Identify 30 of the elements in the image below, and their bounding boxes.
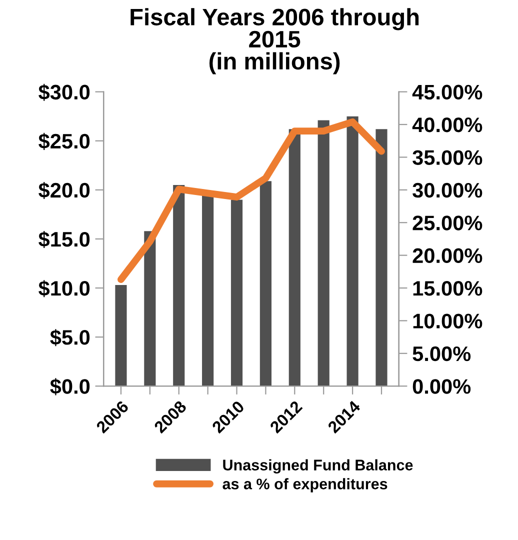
y-tick-label: $25.0 [38, 132, 90, 150]
y-tick-label: $20.0 [38, 182, 90, 199]
y2-tick-label: 45.00% [412, 84, 482, 100]
bar [260, 181, 272, 386]
legend-label: as a % of expenditures [222, 478, 388, 492]
bar [318, 120, 330, 386]
y2-tick-label: 15.00% [413, 281, 482, 296]
y2-tick-label: 0.00% [412, 379, 471, 394]
bar [202, 194, 214, 386]
y2-tick-label: 30.00% [412, 182, 482, 198]
y2-tick-label: 20.00% [412, 248, 482, 264]
bar [288, 129, 300, 386]
bar [115, 285, 127, 386]
y-tick-label: $0.0 [50, 378, 90, 396]
y-tick-label: $15.0 [38, 231, 90, 248]
y2-tick-label: 10.00% [413, 314, 482, 328]
y2-tick-label: 35.00% [412, 150, 482, 165]
chart-title: Fiscal Years 2006 through 2015 (in millions) [130, 8, 419, 74]
y2-tick-label: 40.00% [412, 118, 482, 132]
bar [376, 129, 388, 386]
bar [173, 184, 185, 386]
bar [144, 231, 156, 386]
y-tick-label: $30.0 [38, 84, 90, 101]
bar [230, 200, 243, 386]
bar [346, 116, 358, 386]
y-tick-label: $10.0 [38, 280, 90, 298]
y-tick-label: $5.0 [50, 329, 90, 346]
y2-tick-label: 25.00% [412, 216, 482, 230]
legend-label: Unassigned Fund Balance [223, 459, 413, 474]
y2-tick-label: 5.00% [412, 346, 471, 362]
